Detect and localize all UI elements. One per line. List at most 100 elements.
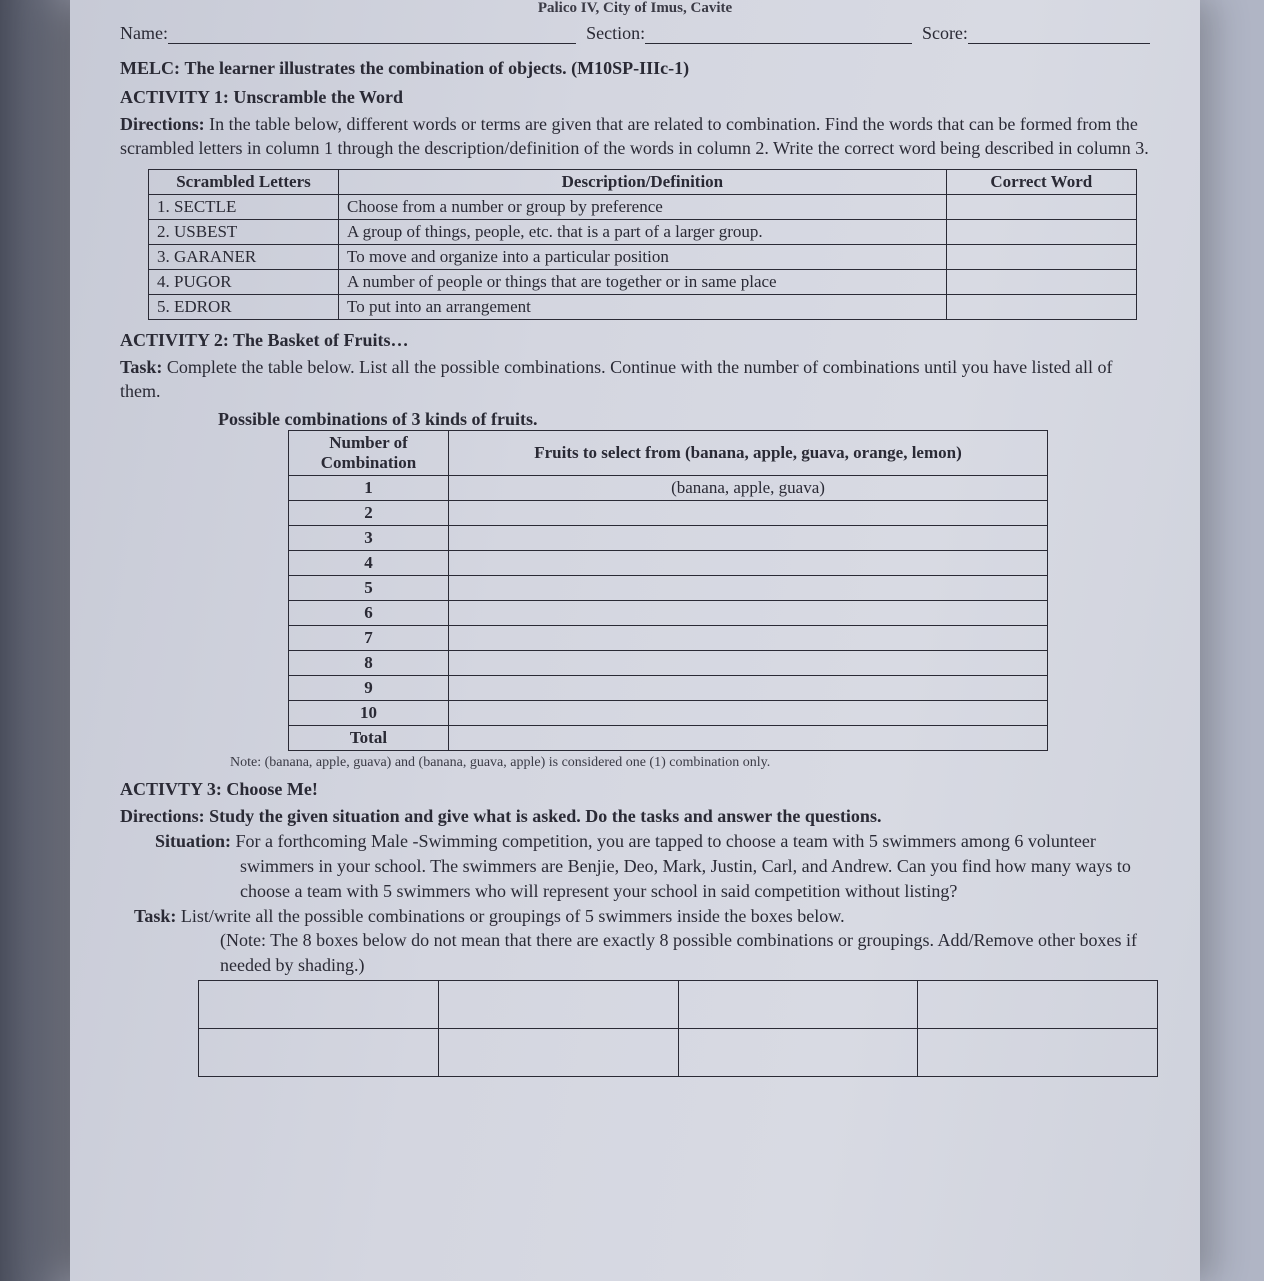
activity2-title: ACTIVITY 2: The Basket of Fruits… [120, 330, 1150, 351]
t1-scrambled-cell: 4. PUGOR [149, 269, 339, 294]
t2-fruits-cell[interactable] [449, 676, 1048, 701]
t1-header-correct: Correct Word [946, 169, 1136, 194]
name-label: Name: [120, 23, 168, 44]
t2-row: 9 [289, 676, 1048, 701]
t3-answer-box[interactable] [918, 1028, 1158, 1076]
t1-description-cell: To put into an arrangement [339, 294, 947, 319]
t2-fruits-cell[interactable] [449, 626, 1048, 651]
t2-fruits-cell[interactable] [449, 651, 1048, 676]
t1-row: 5. EDRORTo put into an arrangement [149, 294, 1137, 319]
melc-text: The learner illustrates the combination … [185, 58, 690, 78]
school-locality: Palico IV, City of Imus, Cavite [120, 0, 1150, 17]
melc-line: MELC: The learner illustrates the combin… [120, 58, 1150, 79]
t2-fruits-cell[interactable] [449, 526, 1048, 551]
t1-scrambled-cell: 2. USBEST [149, 219, 339, 244]
a3-directions-lead: Directions: [120, 806, 205, 826]
t2-fruits-cell[interactable] [449, 551, 1048, 576]
a3-task-lead: Task: [134, 906, 176, 926]
a3-situation-text: For a forthcoming Male -Swimming competi… [236, 831, 1131, 901]
t2-number-cell: 2 [289, 501, 449, 526]
t1-header-description: Description/Definition [339, 169, 947, 194]
t2-fruits-cell[interactable] [449, 701, 1048, 726]
activity3-directions: Directions: Study the given situation an… [120, 804, 1150, 829]
t1-header-scrambled: Scrambled Letters [149, 169, 339, 194]
activity3-title: ACTIVTY 3: Choose Me! [120, 779, 1150, 800]
t1-answer-cell[interactable] [946, 269, 1136, 294]
t2-row: 6 [289, 601, 1048, 626]
t2-number-cell: 6 [289, 601, 449, 626]
t2-fruits-cell[interactable] [449, 601, 1048, 626]
t2-row: 5 [289, 576, 1048, 601]
t2-row: 4 [289, 551, 1048, 576]
t1-description-cell: A number of people or things that are to… [339, 269, 947, 294]
t2-number-cell: 4 [289, 551, 449, 576]
section-blank[interactable] [645, 24, 912, 44]
t1-answer-cell[interactable] [946, 194, 1136, 219]
task-text: Complete the table below. List all the p… [120, 357, 1113, 401]
activity3-situation: Situation: For a forthcoming Male -Swimm… [120, 829, 1150, 903]
t1-row: 4. PUGORA number of people or things tha… [149, 269, 1137, 294]
header-fields-row: Name: Section: Score: [120, 23, 1150, 44]
t2-row: 3 [289, 526, 1048, 551]
section-label: Section: [586, 23, 645, 44]
activity1-table: Scrambled Letters Description/Definition… [148, 169, 1137, 320]
t2-row: 2 [289, 501, 1048, 526]
a3-situation-lead: Situation: [155, 831, 231, 851]
t2-total-label: Total [289, 726, 449, 751]
t1-answer-cell[interactable] [946, 244, 1136, 269]
t2-number-cell: 8 [289, 651, 449, 676]
t1-description-cell: To move and organize into a particular p… [339, 244, 947, 269]
t2-header-fruits: Fruits to select from (banana, apple, gu… [449, 431, 1048, 476]
t1-scrambled-cell: 5. EDROR [149, 294, 339, 319]
t2-fruits-cell[interactable] [449, 501, 1048, 526]
t1-row: 2. USBESTA group of things, people, etc.… [149, 219, 1137, 244]
t1-description-cell: Choose from a number or group by prefere… [339, 194, 947, 219]
t2-number-cell: 1 [289, 476, 449, 501]
activity1-title: ACTIVITY 1: Unscramble the Word [120, 87, 1150, 108]
directions-lead: Directions: [120, 114, 205, 134]
t2-header-number: Number of Combination [289, 431, 449, 476]
activity2-table: Number of Combination Fruits to select f… [288, 430, 1048, 751]
t2-number-cell: 7 [289, 626, 449, 651]
melc-prefix: MELC: [120, 58, 180, 78]
activity2-task: Task: Complete the table below. List all… [120, 355, 1150, 404]
t2-row: 10 [289, 701, 1048, 726]
activity1-directions: Directions: In the table below, differen… [120, 112, 1150, 161]
t1-row: 1. SECTLEChoose from a number or group b… [149, 194, 1137, 219]
worksheet-page: Palico IV, City of Imus, Cavite Name: Se… [70, 0, 1200, 1281]
t1-answer-cell[interactable] [946, 219, 1136, 244]
t1-answer-cell[interactable] [946, 294, 1136, 319]
t2-row: 7 [289, 626, 1048, 651]
t3-answer-box[interactable] [678, 980, 918, 1028]
t1-scrambled-cell: 3. GARANER [149, 244, 339, 269]
t2-fruits-cell[interactable]: (banana, apple, guava) [449, 476, 1048, 501]
t2-number-cell: 9 [289, 676, 449, 701]
t2-row: 1(banana, apple, guava) [289, 476, 1048, 501]
a3-directions-text: Study the given situation and give what … [209, 806, 881, 826]
t2-number-cell: 10 [289, 701, 449, 726]
t1-row: 3. GARANERTo move and organize into a pa… [149, 244, 1137, 269]
name-blank[interactable] [168, 24, 576, 44]
score-label: Score: [922, 23, 968, 44]
t3-answer-box[interactable] [199, 980, 439, 1028]
t1-description-cell: A group of things, people, etc. that is … [339, 219, 947, 244]
activity3-boxes [198, 980, 1158, 1077]
task-lead: Task: [120, 357, 162, 377]
t2-total-cell[interactable] [449, 726, 1048, 751]
t3-answer-box[interactable] [438, 980, 678, 1028]
t3-answer-box[interactable] [678, 1028, 918, 1076]
t2-number-cell: 5 [289, 576, 449, 601]
t2-row: 8 [289, 651, 1048, 676]
activity3-task: Task: List/write all the possible combin… [120, 904, 1150, 929]
t2-fruits-cell[interactable] [449, 576, 1048, 601]
activity3-note: (Note: The 8 boxes below do not mean tha… [120, 928, 1150, 978]
t3-answer-box[interactable] [438, 1028, 678, 1076]
directions-text: In the table below, different words or t… [120, 114, 1149, 158]
t3-row [199, 980, 1158, 1028]
t3-answer-box[interactable] [918, 980, 1158, 1028]
activity2-note: Note: (banana, apple, guava) and (banana… [230, 755, 1150, 771]
t3-answer-box[interactable] [199, 1028, 439, 1076]
t2-number-cell: 3 [289, 526, 449, 551]
score-blank[interactable] [968, 24, 1150, 44]
t1-scrambled-cell: 1. SECTLE [149, 194, 339, 219]
